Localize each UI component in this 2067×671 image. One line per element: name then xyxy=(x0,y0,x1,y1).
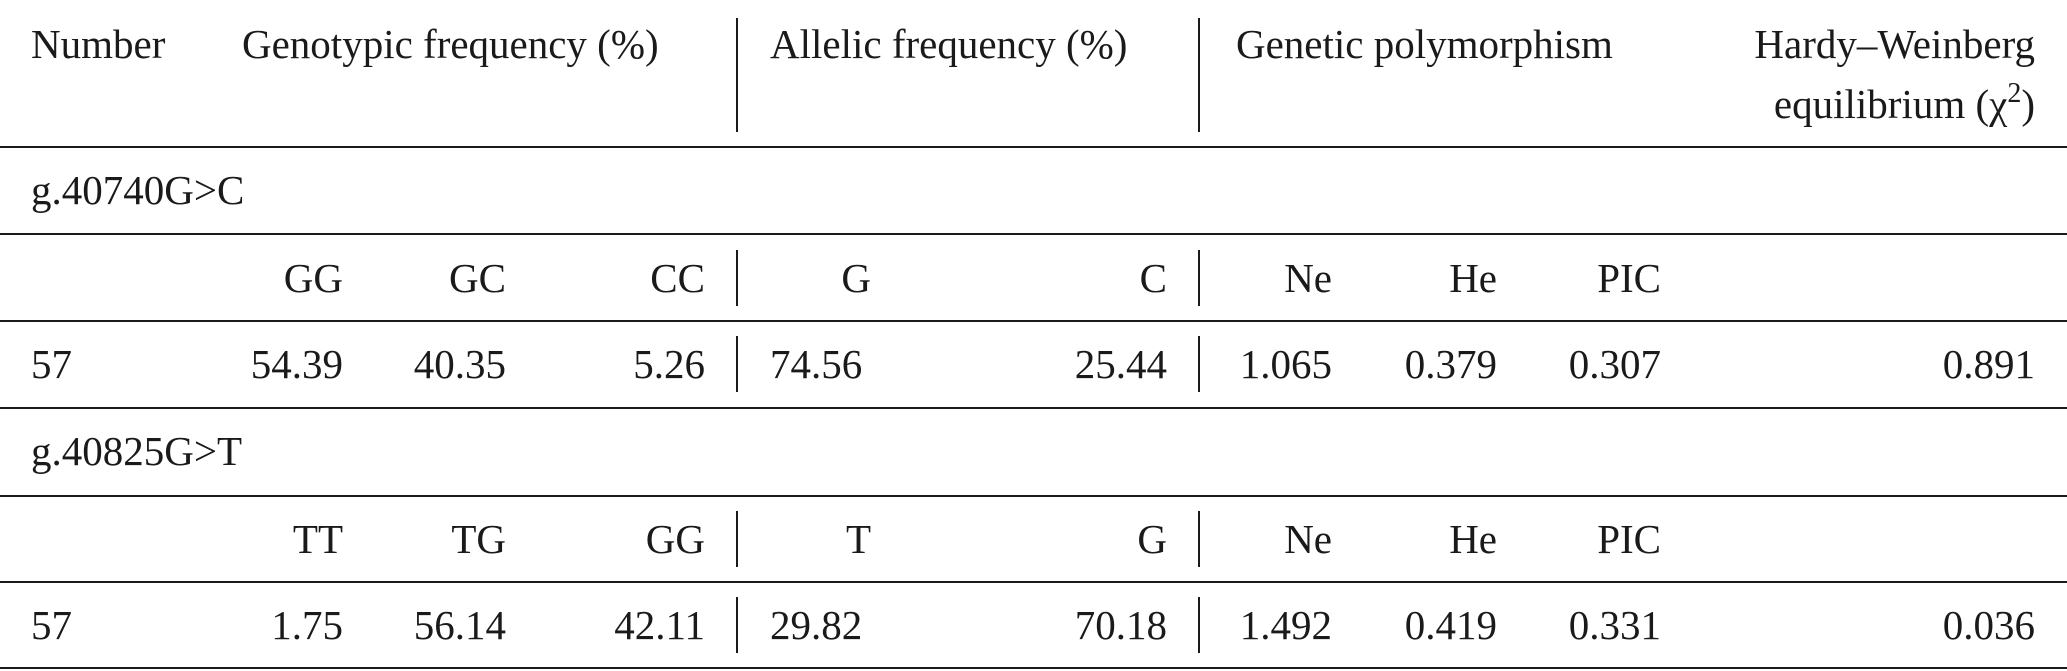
subheader-pic-s2: PIC xyxy=(1597,516,1661,562)
subheader-pic: PIC xyxy=(1597,255,1661,301)
row-genotype-2-2: 56.14 xyxy=(413,602,506,648)
row-number-2: 57 xyxy=(31,602,72,648)
subheader-genotype-2-s2: TG xyxy=(451,516,506,562)
row-genotype-3-2: 42.11 xyxy=(614,602,705,648)
subheader-genotype-2: GC xyxy=(449,255,506,301)
rule-after-subheader-1 xyxy=(0,320,2067,322)
hw-chi-square-superscript: 2 xyxy=(2007,78,2022,109)
hw-line2-suffix: ) xyxy=(2021,81,2035,127)
row-hw-2: 0.036 xyxy=(1942,602,2035,648)
rule-after-snp-1 xyxy=(0,233,2067,235)
row-pic-1: 0.307 xyxy=(1568,341,1661,387)
row-allele-2-1: 25.44 xyxy=(1074,341,1167,387)
row-number-1: 57 xyxy=(31,341,72,387)
row-genotype-1-2: 1.75 xyxy=(271,602,343,648)
subheader-genotype-1: GG xyxy=(283,255,343,301)
divider-subheader-2-b xyxy=(1198,511,1200,567)
row-ne-2: 1.492 xyxy=(1239,602,1332,648)
row-genotype-3-1: 5.26 xyxy=(633,341,705,387)
rule-bottom xyxy=(0,667,2067,669)
subheader-allele-2-s2: G xyxy=(1137,516,1167,562)
row-he-1: 0.379 xyxy=(1404,341,1497,387)
snp-label-1: g.40740G>C xyxy=(31,167,245,213)
row-allele-2-2: 70.18 xyxy=(1074,602,1167,648)
header-number: Number xyxy=(31,21,166,67)
subheader-ne: Ne xyxy=(1284,255,1332,301)
subheader-allele-1: G xyxy=(841,255,871,301)
row-genotype-2-1: 40.35 xyxy=(413,341,506,387)
header-genetic-polymorphism: Genetic polymorphism xyxy=(1236,21,1613,67)
subheader-allele-1-s2: T xyxy=(845,516,871,562)
hw-line2-prefix: equilibrium (χ xyxy=(1773,81,2008,127)
header-hardy-weinberg-line2: equilibrium (χ2) xyxy=(1773,80,2035,127)
divider-allelic-polymorphism-header xyxy=(1198,18,1200,132)
subheader-genotype-1-s2: TT xyxy=(292,516,343,562)
row-genotype-1-1: 54.39 xyxy=(250,341,343,387)
subheader-genotype-3: CC xyxy=(650,255,705,301)
subheader-ne-s2: Ne xyxy=(1284,516,1332,562)
subheader-genotype-3-s2: GG xyxy=(645,516,705,562)
divider-row-1-b xyxy=(1198,336,1200,392)
divider-row-2-a xyxy=(736,597,738,653)
row-ne-1: 1.065 xyxy=(1239,341,1332,387)
row-allele-1-1: 74.56 xyxy=(770,341,863,387)
header-hardy-weinberg-line1: Hardy–Weinberg xyxy=(1754,21,2035,67)
divider-subheader-1-b xyxy=(1198,250,1200,306)
divider-row-2-b xyxy=(1198,597,1200,653)
divider-subheader-1-a xyxy=(736,250,738,306)
rule-after-row-1 xyxy=(0,407,2067,409)
header-allelic-frequency: Allelic frequency (%) xyxy=(770,21,1128,67)
divider-row-1-a xyxy=(736,336,738,392)
rule-after-subheader-2 xyxy=(0,581,2067,583)
row-he-2: 0.419 xyxy=(1404,602,1497,648)
row-allele-1-2: 29.82 xyxy=(770,602,863,648)
divider-subheader-2-a xyxy=(736,511,738,567)
subheader-he-s2: He xyxy=(1449,516,1497,562)
row-hw-1: 0.891 xyxy=(1942,341,2035,387)
rule-after-snp-2 xyxy=(0,495,2067,497)
subheader-allele-2: C xyxy=(1139,255,1167,301)
divider-genotypic-allelic-header xyxy=(736,18,738,132)
rule-after-header xyxy=(0,146,2067,148)
row-pic-2: 0.331 xyxy=(1568,602,1661,648)
subheader-he: He xyxy=(1449,255,1497,301)
header-genotypic-frequency: Genotypic frequency (%) xyxy=(242,21,659,67)
snp-label-2: g.40825G>T xyxy=(31,428,243,474)
